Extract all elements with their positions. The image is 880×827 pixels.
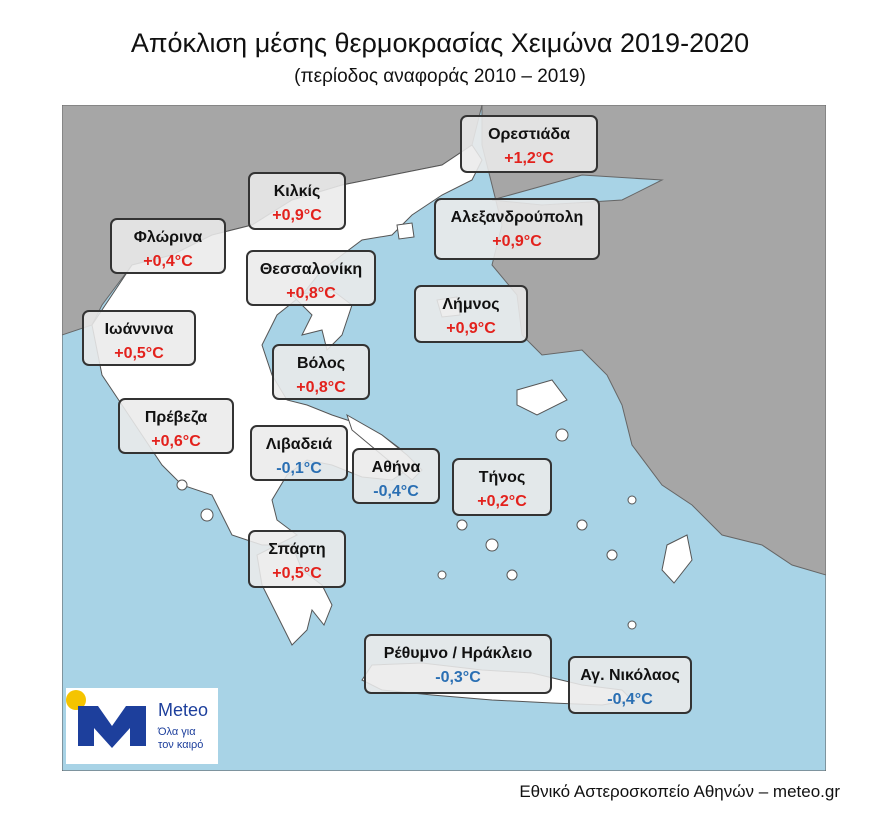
station-name: Θεσσαλονίκη: [259, 261, 363, 278]
station-label: Αθήνα -0,4°C: [352, 448, 440, 504]
station-label: Φλώρινα +0,4°C: [110, 218, 226, 274]
logo-brand: Meteo: [158, 700, 209, 720]
island: [437, 570, 447, 580]
station-value: +1,2°C: [504, 150, 554, 167]
island: [606, 549, 618, 561]
station-name: Αγ. Νικόλαος: [580, 667, 680, 684]
station-value: -0,4°C: [607, 691, 653, 708]
island: [176, 479, 188, 491]
station-name: Φλώρινα: [133, 229, 203, 246]
logo-tagline: Όλα για: [158, 726, 196, 738]
station-label: Κιλκίς +0,9°C: [248, 172, 346, 230]
station-value: +0,9°C: [492, 233, 542, 250]
island: [627, 495, 637, 505]
station-label: Αλεξανδρούπολη +0,9°C: [434, 198, 600, 260]
station-name: Κιλκίς: [273, 183, 321, 200]
station-value: -0,4°C: [373, 483, 419, 500]
station-name: Τήνος: [478, 469, 526, 486]
station-name: Σπάρτη: [268, 541, 326, 558]
station-value: +0,2°C: [477, 493, 527, 510]
station-label: Σπάρτη +0,5°C: [248, 530, 346, 588]
station-name: Αλεξανδρούπολη: [450, 209, 584, 226]
island: [627, 620, 637, 630]
station-name: Ορεστιάδα: [488, 126, 570, 143]
logo-tagline: τον καιρό: [158, 739, 204, 751]
station-label: Ρέθυμνο / Ηράκλειο -0,3°C: [364, 634, 552, 694]
station-label: Ιωάννινα +0,5°C: [82, 310, 196, 366]
island: [576, 519, 588, 531]
station-value: +0,4°C: [143, 253, 193, 270]
lesvos: [516, 379, 568, 416]
station-name: Λιβαδειά: [265, 436, 333, 453]
station-value: +0,9°C: [446, 320, 496, 337]
station-label: Βόλος +0,8°C: [272, 344, 370, 400]
island: [456, 519, 468, 531]
station-label: Πρέβεζα +0,6°C: [118, 398, 234, 454]
station-value: +0,9°C: [272, 207, 322, 224]
island: [485, 538, 499, 552]
station-value: +0,8°C: [286, 285, 336, 302]
station-name: Λήμνος: [442, 296, 500, 313]
footer: Εθνικό Αστεροσκοπείο Αθηνών – meteo.gr: [519, 782, 840, 801]
station-value: -0,3°C: [435, 669, 481, 686]
thasos: [396, 222, 415, 240]
station-name: Αθήνα: [371, 459, 421, 476]
station-name: Ιωάννινα: [104, 321, 174, 338]
island: [200, 508, 214, 522]
station-label: Ορεστιάδα +1,2°C: [460, 115, 598, 173]
station-name: Βόλος: [296, 355, 346, 372]
rhodes: [661, 534, 693, 584]
station-label: Λήμνος +0,9°C: [414, 285, 528, 343]
station-label: Θεσσαλονίκη +0,8°C: [246, 250, 376, 306]
logo-mark: [66, 690, 146, 748]
subtitle: (περίοδος αναφοράς 2010 – 2019): [294, 66, 586, 87]
station-label: Τήνος +0,2°C: [452, 458, 552, 516]
station-value: +0,6°C: [151, 433, 201, 450]
island: [555, 428, 569, 442]
station-value: +0,5°C: [272, 565, 322, 582]
station-value: -0,1°C: [276, 460, 322, 477]
station-name: Πρέβεζα: [144, 409, 208, 426]
station-label: Λιβαδειά -0,1°C: [250, 425, 348, 481]
station-label: Αγ. Νικόλαος -0,4°C: [568, 656, 692, 714]
island: [506, 569, 518, 581]
station-name: Ρέθυμνο / Ηράκλειο: [383, 645, 533, 662]
logo: Meteo Όλα για τον καιρό: [66, 688, 218, 764]
station-value: +0,8°C: [296, 379, 346, 396]
station-value: +0,5°C: [114, 345, 164, 362]
title: Απόκλιση μέσης θερμοκρασίας Χειμώνα 2019…: [130, 28, 750, 58]
